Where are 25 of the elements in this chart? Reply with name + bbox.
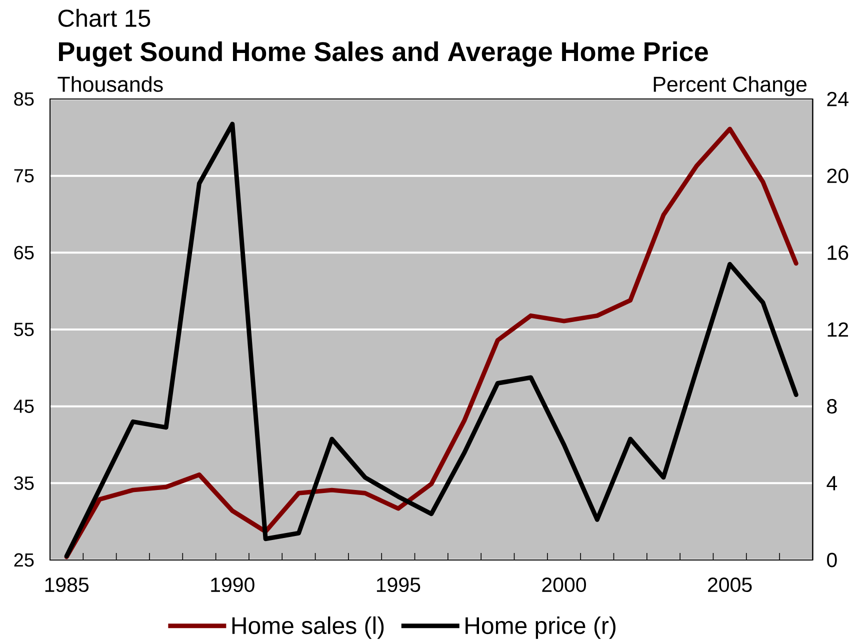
chart-title: Puget Sound Home Sales and Average Home Price bbox=[59, 41, 708, 67]
x-tick-label: 1985 bbox=[45, 578, 89, 592]
x-tick-label: 1995 bbox=[376, 578, 420, 592]
y-tick-label: 45 bbox=[14, 400, 34, 413]
y-axis-title: Thousands bbox=[58, 76, 163, 92]
y-tick-label: 35 bbox=[14, 476, 34, 490]
y-tick-label: 75 bbox=[14, 169, 34, 182]
x-tick-label: 2005 bbox=[708, 578, 752, 592]
y2-tick-label: 8 bbox=[827, 399, 837, 414]
y-tick-label: 65 bbox=[14, 246, 34, 260]
legend-label: Home price (r) bbox=[466, 616, 616, 639]
x-tick-label: 2000 bbox=[542, 578, 586, 592]
y-tick-label: 55 bbox=[14, 322, 34, 336]
y2-tick-label: 0 bbox=[827, 552, 837, 568]
caption: Chart 15 bbox=[58, 8, 150, 27]
legend-label: Home sales (l) bbox=[232, 616, 384, 639]
x-tick-label: 1990 bbox=[211, 578, 254, 592]
y2-tick-label: 12 bbox=[828, 322, 848, 337]
y2-tick-label: 16 bbox=[828, 245, 848, 260]
y2-tick-label: 24 bbox=[827, 92, 848, 106]
y-tick-label: 85 bbox=[14, 92, 34, 106]
y2-tick-label: 20 bbox=[827, 168, 848, 184]
y2-tick-label: 4 bbox=[826, 476, 838, 490]
y2-axis-title: Percent Change bbox=[654, 76, 807, 96]
y-tick-label: 25 bbox=[14, 553, 34, 567]
